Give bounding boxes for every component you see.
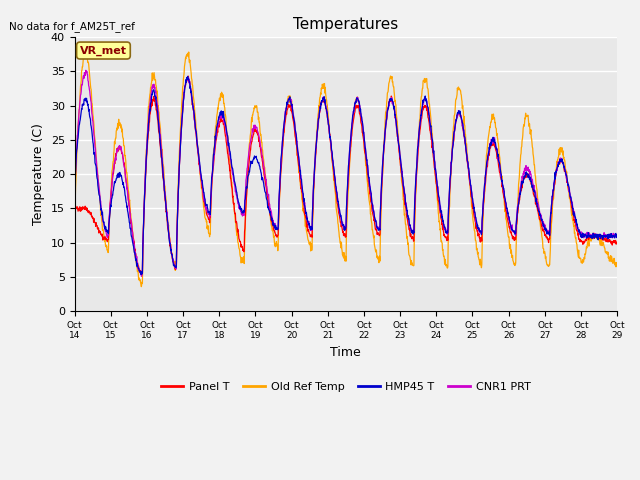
Panel T bbox=[332, 191, 340, 196]
Panel T bbox=[184, 73, 192, 79]
HMP45 T bbox=[613, 231, 621, 237]
Old Ref Temp bbox=[474, 254, 482, 260]
Text: VR_met: VR_met bbox=[80, 46, 127, 56]
Panel T bbox=[474, 231, 482, 237]
CNR1 PRT bbox=[156, 135, 164, 141]
Line: Old Ref Temp: Old Ref Temp bbox=[74, 47, 617, 287]
Old Ref Temp bbox=[82, 44, 90, 50]
HMP45 T bbox=[332, 184, 340, 190]
Panel T bbox=[70, 205, 78, 211]
Old Ref Temp bbox=[332, 205, 340, 211]
Line: Panel T: Panel T bbox=[74, 76, 617, 275]
Text: No data for f_AM25T_ref: No data for f_AM25T_ref bbox=[10, 21, 135, 32]
Panel T bbox=[607, 240, 614, 246]
CNR1 PRT bbox=[607, 234, 614, 240]
Title: Temperatures: Temperatures bbox=[293, 17, 399, 32]
Line: CNR1 PRT: CNR1 PRT bbox=[74, 70, 617, 276]
Y-axis label: Temperature (C): Temperature (C) bbox=[32, 123, 45, 225]
HMP45 T bbox=[184, 73, 191, 79]
Panel T bbox=[322, 106, 330, 111]
Old Ref Temp bbox=[156, 123, 164, 129]
Panel T bbox=[138, 272, 145, 277]
HMP45 T bbox=[474, 225, 482, 230]
Panel T bbox=[554, 162, 562, 168]
Old Ref Temp bbox=[607, 255, 614, 261]
HMP45 T bbox=[322, 106, 330, 111]
CNR1 PRT bbox=[554, 163, 562, 169]
HMP45 T bbox=[156, 132, 164, 138]
Old Ref Temp bbox=[138, 284, 145, 289]
CNR1 PRT bbox=[322, 103, 330, 108]
Old Ref Temp bbox=[554, 157, 562, 163]
Panel T bbox=[156, 139, 164, 144]
CNR1 PRT bbox=[82, 67, 90, 73]
HMP45 T bbox=[70, 188, 78, 193]
Panel T bbox=[613, 239, 621, 245]
CNR1 PRT bbox=[474, 225, 482, 231]
CNR1 PRT bbox=[613, 232, 621, 238]
Legend: Panel T, Old Ref Temp, HMP45 T, CNR1 PRT: Panel T, Old Ref Temp, HMP45 T, CNR1 PRT bbox=[157, 377, 535, 396]
HMP45 T bbox=[137, 272, 145, 277]
Line: HMP45 T: HMP45 T bbox=[74, 76, 617, 275]
CNR1 PRT bbox=[138, 274, 145, 279]
X-axis label: Time: Time bbox=[330, 346, 361, 359]
Old Ref Temp bbox=[322, 93, 330, 98]
Old Ref Temp bbox=[613, 264, 621, 269]
HMP45 T bbox=[607, 234, 614, 240]
CNR1 PRT bbox=[332, 188, 340, 193]
CNR1 PRT bbox=[70, 201, 78, 207]
Old Ref Temp bbox=[70, 235, 78, 241]
HMP45 T bbox=[554, 162, 562, 168]
